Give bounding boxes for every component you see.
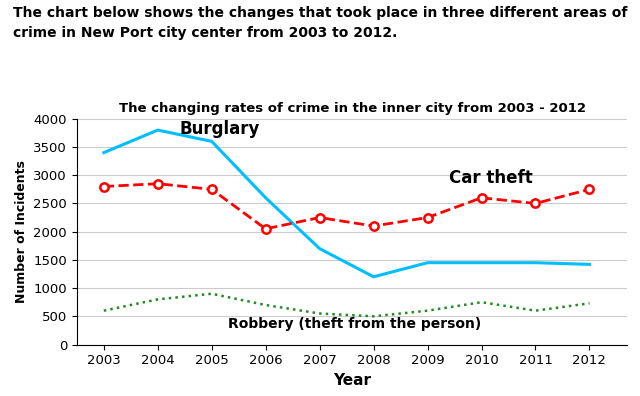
Text: Robbery (theft from the person): Robbery (theft from the person) (228, 317, 481, 331)
Text: Car theft: Car theft (449, 169, 533, 187)
Text: The chart below shows the changes that took place in three different areas of: The chart below shows the changes that t… (13, 6, 627, 20)
X-axis label: Year: Year (333, 373, 371, 388)
Title: The changing rates of crime in the inner city from 2003 - 2012: The changing rates of crime in the inner… (118, 102, 586, 115)
Text: crime in New Port city center from 2003 to 2012.: crime in New Port city center from 2003 … (13, 26, 397, 40)
Y-axis label: Number of Incidents: Number of Incidents (15, 160, 28, 303)
Text: Burglary: Burglary (179, 120, 260, 138)
